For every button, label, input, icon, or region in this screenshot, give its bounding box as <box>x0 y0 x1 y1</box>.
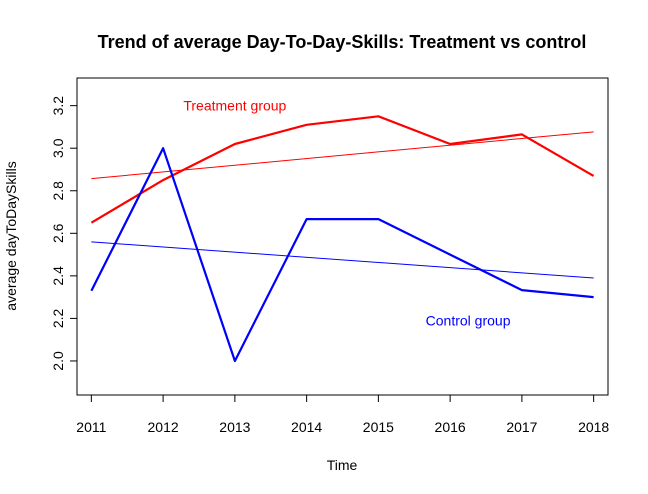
y-tick-label: 3.0 <box>50 138 66 158</box>
x-tick-label: 2012 <box>148 419 179 435</box>
x-axis-label: Time <box>327 457 358 473</box>
series-lines <box>90 115 595 363</box>
y-tick-label: 2.0 <box>50 351 66 371</box>
chart-title: Trend of average Day-To-Day-Skills: Trea… <box>98 32 587 52</box>
x-tick-label: 2014 <box>291 419 322 435</box>
x-tick-label: 2017 <box>506 419 537 435</box>
x-tick-label: 2016 <box>435 419 466 435</box>
control-trend-line <box>91 241 594 279</box>
y-tick-label: 2.6 <box>50 223 66 243</box>
x-tick-label: 2018 <box>578 419 609 435</box>
plot-frame <box>76 77 609 396</box>
y-tick-label: 2.4 <box>50 266 66 286</box>
x-tick-label: 2013 <box>219 419 250 435</box>
x-tick-label: 2015 <box>363 419 394 435</box>
control-label: Control group <box>426 313 511 329</box>
control-series-line <box>90 147 594 363</box>
y-tick-label: 2.8 <box>50 181 66 201</box>
treatment-series-line <box>90 115 595 224</box>
y-axis: 2.0 2.2 2.4 2.6 2.8 3.0 3.2 <box>50 96 78 371</box>
treatment-label: Treatment group <box>183 98 286 114</box>
y-axis-label: average dayToDaySkills <box>3 161 19 310</box>
treatment-trend-line <box>91 131 594 180</box>
y-tick-label: 2.2 <box>50 308 66 328</box>
y-tick-label: 3.2 <box>50 96 66 116</box>
trend-lines <box>91 131 594 279</box>
annotations: Treatment group Control group <box>183 98 510 329</box>
x-tick-label: 2011 <box>76 419 106 435</box>
x-axis: 2011 2012 2013 2014 2015 2016 2017 2018 <box>76 394 609 435</box>
